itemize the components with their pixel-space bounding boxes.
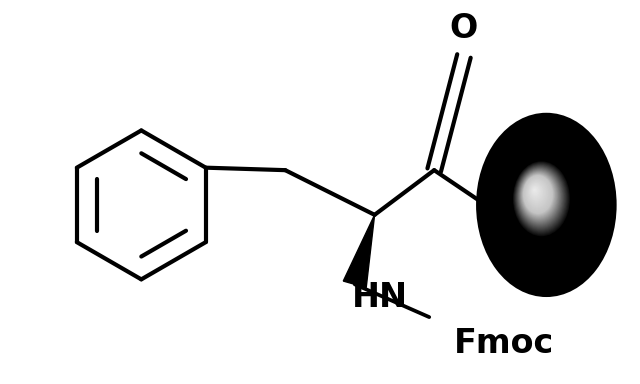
Ellipse shape bbox=[528, 181, 545, 205]
Ellipse shape bbox=[531, 185, 540, 198]
Ellipse shape bbox=[518, 167, 563, 227]
Ellipse shape bbox=[524, 176, 552, 212]
Ellipse shape bbox=[509, 157, 576, 244]
Ellipse shape bbox=[509, 156, 577, 246]
Ellipse shape bbox=[515, 164, 566, 232]
Ellipse shape bbox=[523, 174, 554, 215]
Ellipse shape bbox=[516, 165, 566, 231]
Ellipse shape bbox=[500, 143, 593, 266]
Ellipse shape bbox=[524, 176, 552, 213]
Ellipse shape bbox=[508, 155, 578, 247]
Text: HN: HN bbox=[351, 281, 408, 314]
Ellipse shape bbox=[503, 148, 587, 259]
Ellipse shape bbox=[509, 156, 577, 245]
Ellipse shape bbox=[529, 182, 544, 203]
Ellipse shape bbox=[511, 159, 573, 241]
Ellipse shape bbox=[508, 154, 580, 249]
Ellipse shape bbox=[531, 186, 540, 197]
Ellipse shape bbox=[511, 158, 574, 242]
Ellipse shape bbox=[532, 187, 538, 195]
Ellipse shape bbox=[514, 162, 568, 235]
Ellipse shape bbox=[521, 172, 557, 219]
Ellipse shape bbox=[506, 152, 582, 252]
Ellipse shape bbox=[501, 145, 590, 263]
Ellipse shape bbox=[500, 144, 591, 265]
Ellipse shape bbox=[502, 147, 588, 260]
Text: O: O bbox=[450, 12, 478, 45]
Ellipse shape bbox=[513, 161, 570, 237]
Ellipse shape bbox=[516, 166, 564, 229]
Ellipse shape bbox=[527, 180, 547, 207]
Polygon shape bbox=[343, 215, 374, 288]
Ellipse shape bbox=[505, 151, 583, 254]
Ellipse shape bbox=[517, 167, 563, 228]
Text: Fmoc: Fmoc bbox=[454, 328, 554, 361]
Ellipse shape bbox=[531, 185, 541, 199]
Ellipse shape bbox=[520, 170, 559, 222]
Ellipse shape bbox=[522, 173, 556, 218]
Ellipse shape bbox=[526, 179, 548, 209]
Ellipse shape bbox=[512, 160, 572, 239]
Ellipse shape bbox=[518, 168, 562, 226]
Ellipse shape bbox=[499, 142, 594, 267]
Ellipse shape bbox=[518, 169, 561, 225]
Ellipse shape bbox=[527, 180, 547, 205]
Ellipse shape bbox=[515, 164, 567, 233]
Ellipse shape bbox=[525, 177, 550, 210]
Ellipse shape bbox=[514, 162, 569, 235]
Ellipse shape bbox=[502, 146, 589, 262]
Ellipse shape bbox=[530, 184, 542, 200]
Ellipse shape bbox=[524, 175, 553, 214]
Ellipse shape bbox=[527, 179, 548, 207]
Ellipse shape bbox=[532, 187, 539, 196]
Ellipse shape bbox=[528, 182, 545, 204]
Ellipse shape bbox=[529, 183, 543, 202]
Ellipse shape bbox=[521, 172, 557, 220]
Ellipse shape bbox=[507, 152, 581, 251]
Ellipse shape bbox=[504, 149, 585, 256]
Ellipse shape bbox=[507, 153, 580, 250]
Ellipse shape bbox=[506, 151, 582, 253]
Ellipse shape bbox=[529, 184, 543, 201]
Ellipse shape bbox=[520, 170, 559, 223]
Ellipse shape bbox=[479, 116, 614, 294]
Ellipse shape bbox=[519, 169, 561, 224]
Ellipse shape bbox=[522, 173, 555, 217]
Ellipse shape bbox=[500, 144, 592, 265]
Ellipse shape bbox=[533, 188, 537, 193]
Ellipse shape bbox=[504, 149, 586, 257]
Ellipse shape bbox=[534, 189, 535, 191]
Ellipse shape bbox=[525, 177, 550, 211]
Ellipse shape bbox=[511, 159, 573, 240]
Ellipse shape bbox=[513, 160, 572, 238]
Ellipse shape bbox=[510, 157, 575, 243]
Ellipse shape bbox=[532, 188, 538, 194]
Ellipse shape bbox=[502, 147, 588, 261]
Ellipse shape bbox=[515, 163, 568, 233]
Ellipse shape bbox=[504, 148, 586, 258]
Ellipse shape bbox=[501, 145, 591, 263]
Ellipse shape bbox=[525, 178, 549, 209]
Ellipse shape bbox=[516, 166, 564, 230]
Ellipse shape bbox=[520, 171, 558, 221]
Ellipse shape bbox=[508, 154, 579, 248]
Ellipse shape bbox=[522, 174, 554, 216]
Ellipse shape bbox=[505, 150, 584, 255]
Ellipse shape bbox=[534, 189, 536, 192]
Ellipse shape bbox=[513, 161, 571, 237]
